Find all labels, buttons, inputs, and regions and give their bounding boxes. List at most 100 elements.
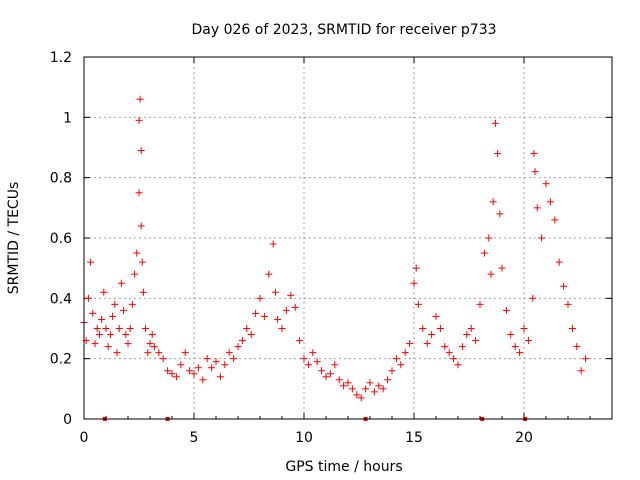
data-point [234, 343, 242, 351]
data-point [379, 385, 387, 393]
data-point [216, 373, 224, 381]
data-point [366, 379, 374, 387]
data-point [414, 300, 422, 308]
y-tick-label: 0.2 [50, 352, 72, 368]
data-point [530, 150, 538, 158]
tick-labels: 0 5 10 15 20 0 0.2 0.4 0.6 0.8 1 1.2 [50, 50, 533, 446]
data-point [511, 343, 519, 351]
data-point [436, 325, 444, 332]
data-point [555, 258, 563, 266]
data-point [564, 300, 572, 308]
plot-frame [83, 56, 613, 420]
data-point [168, 370, 176, 378]
data-point [256, 294, 264, 302]
data-point [172, 373, 180, 381]
data-point [428, 331, 436, 339]
data-point [419, 325, 427, 332]
data-point [568, 325, 576, 332]
data-point [278, 325, 286, 332]
data-point [186, 367, 194, 375]
y-tick-label: 0.8 [50, 171, 72, 187]
data-point [84, 294, 92, 302]
data-point [458, 343, 466, 351]
data-point [582, 355, 590, 363]
data-point [91, 340, 99, 348]
data-point [133, 249, 141, 257]
data-point [494, 150, 502, 158]
data-point [516, 349, 524, 357]
data-point [221, 361, 229, 369]
data-point [335, 376, 343, 384]
data-point [120, 306, 128, 314]
data-point [304, 361, 312, 369]
data-point [496, 210, 504, 218]
data-point [146, 340, 154, 348]
data-point [135, 116, 143, 124]
data-point [190, 370, 198, 378]
data-point [551, 216, 559, 224]
data-point [502, 306, 510, 314]
data-point [89, 309, 97, 317]
data-point [524, 337, 532, 345]
data-point [520, 325, 528, 332]
data-point [445, 349, 453, 357]
y-tick-label: 0.4 [50, 291, 72, 307]
data-point [265, 270, 273, 278]
y-tick-label: 1.2 [50, 50, 72, 66]
data-point [137, 147, 145, 155]
y-tick-label: 1 [63, 110, 72, 126]
data-point [247, 331, 255, 339]
data-point [238, 337, 246, 345]
data-point [139, 288, 147, 296]
y-axis-label: SRMTID / TECUs [6, 182, 22, 295]
x-tick-label: 20 [515, 430, 533, 446]
data-point [106, 331, 114, 339]
data-point [318, 367, 326, 375]
data-point [423, 340, 431, 348]
data-point [538, 234, 546, 242]
data-point [212, 358, 220, 366]
data-point [113, 349, 121, 357]
data-point [472, 337, 480, 345]
data-point [208, 364, 216, 372]
data-point [410, 279, 418, 287]
data-point [164, 367, 172, 375]
data-point [340, 382, 348, 390]
x-axis-label: GPS time / hours [285, 459, 402, 475]
data-point [282, 306, 290, 314]
data-point [230, 355, 238, 363]
data-point [406, 340, 414, 348]
data-point [155, 349, 163, 357]
data-point [98, 315, 106, 323]
data-point [397, 361, 405, 369]
data-point [271, 288, 279, 296]
data-point [269, 240, 277, 248]
data-point [384, 376, 392, 384]
data-point [491, 119, 499, 127]
data-point [260, 312, 268, 320]
x-tick-label: 15 [405, 430, 423, 446]
data-point [109, 312, 117, 320]
data-point [131, 270, 139, 278]
data-point [135, 189, 143, 197]
data-point [507, 331, 515, 339]
data-point [291, 303, 299, 311]
data-point [357, 394, 365, 402]
data-point [392, 355, 400, 363]
data-point [104, 343, 112, 351]
data-point [344, 379, 352, 387]
x-tick-label: 10 [295, 430, 313, 446]
data-point [412, 264, 420, 272]
data-point [467, 325, 475, 332]
data-point [274, 315, 282, 323]
data-point [122, 331, 130, 339]
data-point [136, 95, 144, 103]
data-point [463, 331, 471, 339]
data-point [441, 343, 449, 351]
data-point [480, 249, 488, 257]
data-point [252, 309, 260, 317]
data-point [485, 234, 493, 242]
data-point [93, 325, 101, 332]
